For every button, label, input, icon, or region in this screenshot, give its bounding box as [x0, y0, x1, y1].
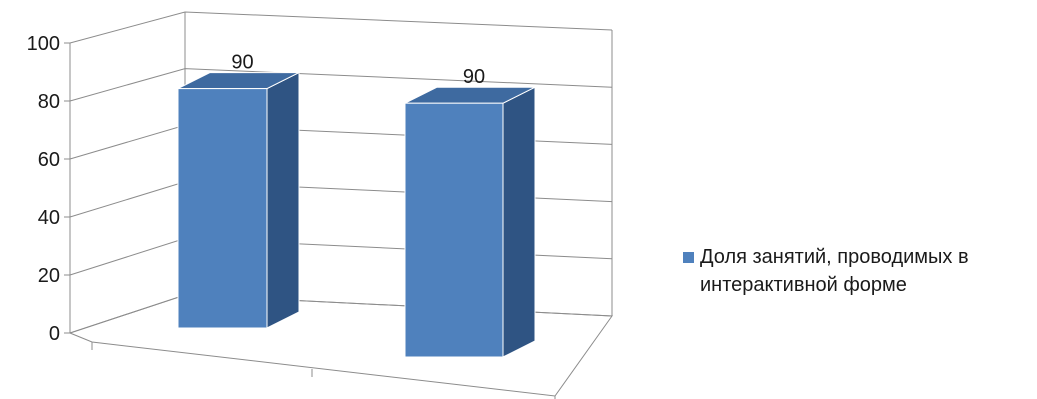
bar — [404, 86, 536, 358]
bar-front — [404, 102, 504, 358]
bar — [177, 71, 300, 329]
y-tick-label: 80 — [38, 91, 60, 113]
legend: Доля занятий, проводимых в интерактивной… — [683, 243, 1023, 299]
bar-front — [177, 88, 268, 329]
y-tick-label: 40 — [38, 207, 60, 229]
legend-label: Доля занятий, проводимых в интерактивной… — [700, 246, 969, 296]
data-label: 90 — [231, 52, 253, 74]
data-label: 90 — [463, 66, 485, 88]
data-labels: 90 90 — [231, 52, 485, 89]
gridline — [69, 11, 613, 44]
bar-side — [502, 86, 536, 358]
floor — [68, 294, 613, 397]
bars — [177, 71, 536, 358]
y-tick-label: 60 — [38, 149, 60, 171]
y-tick-label: 0 — [49, 323, 60, 345]
legend-swatch — [683, 252, 694, 263]
bar-side — [266, 71, 300, 329]
y-tick-label: 20 — [38, 265, 60, 287]
y-tick-label: 100 — [27, 33, 60, 55]
